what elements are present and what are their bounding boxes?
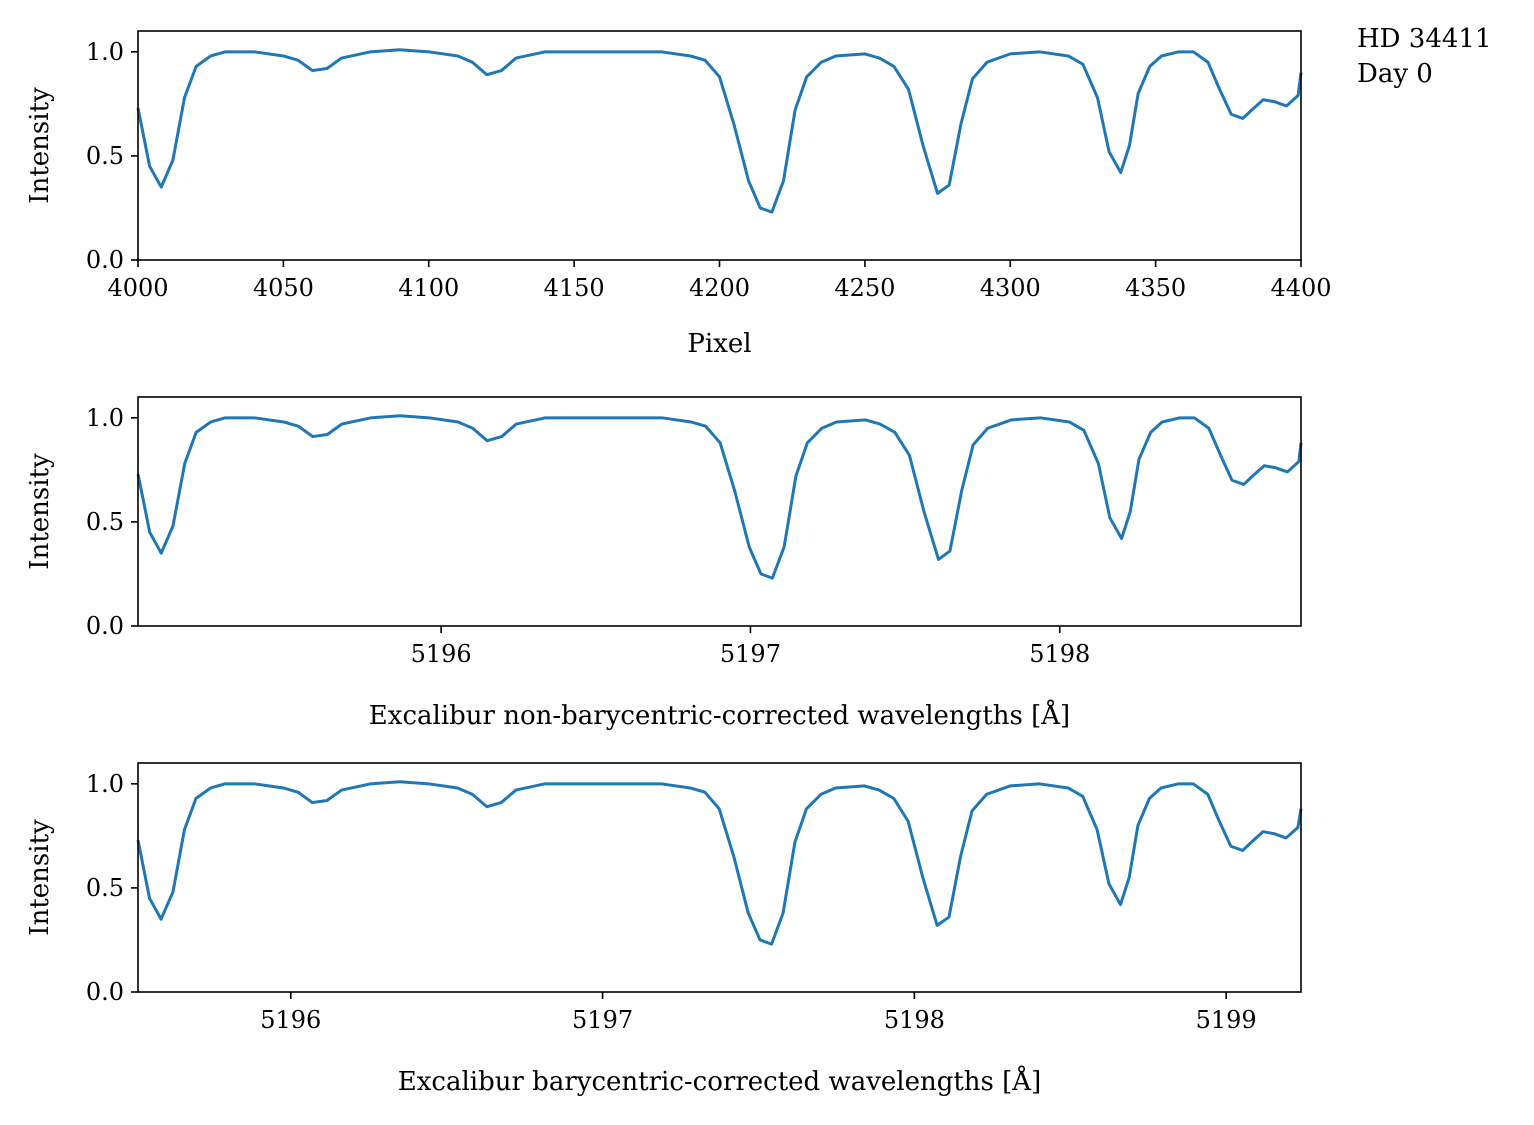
panel-1: 4000 4050 4100 4150 4200 4250 4300 4350 4400 0.0 0… bbox=[25, 30, 1332, 359]
y-tick-label: 0.5 bbox=[86, 142, 124, 170]
x-tick-label: 5197 bbox=[720, 640, 781, 668]
spectrum-line-1 bbox=[136, 48, 1303, 214]
y-tick-label: 0.0 bbox=[86, 246, 124, 274]
x-tick-label: 4400 bbox=[1270, 274, 1331, 302]
x-tick-label: 4200 bbox=[689, 274, 750, 302]
spectrum-line-2 bbox=[136, 414, 1303, 580]
y-tick-label: 0.0 bbox=[86, 612, 124, 640]
x-tick-label: 5197 bbox=[572, 1006, 633, 1034]
x-tick-label: 4100 bbox=[398, 274, 459, 302]
y-axis-label: Intensity bbox=[25, 453, 55, 570]
x-tick-label: 5196 bbox=[260, 1006, 321, 1034]
x-tick-label: 4000 bbox=[107, 274, 168, 302]
y-tick-label: 0.5 bbox=[86, 508, 124, 536]
x-tick-label: 4050 bbox=[253, 274, 314, 302]
axes-frame bbox=[137, 396, 1302, 627]
y-tick-label: 0.0 bbox=[86, 978, 124, 1006]
x-axis-label: Excalibur non-barycentric-corrected wave… bbox=[369, 699, 1070, 731]
x-tick-label: 4350 bbox=[1125, 274, 1186, 302]
panel-2: 5196 5197 5198 0.0 0.5 1.0 Excalibur non-baryc… bbox=[25, 396, 1303, 731]
axes-frame bbox=[137, 762, 1302, 993]
panel-3: 5196 5197 5198 5199 0.0 0.5 1.0 Excalibur baryc… bbox=[25, 762, 1303, 1097]
annotation-day: Day 0 bbox=[1357, 59, 1433, 89]
y-axis-label: Intensity bbox=[25, 87, 55, 204]
y-axis-label: Intensity bbox=[25, 819, 55, 936]
panels-group: 4000 4050 4100 4150 4200 4250 4300 4350 4400 0.0 0… bbox=[25, 30, 1332, 1097]
y-tick-label: 0.5 bbox=[86, 874, 124, 902]
x-tick-label: 4150 bbox=[544, 274, 605, 302]
x-tick-label: 5196 bbox=[411, 640, 472, 668]
y-tick-label: 1.0 bbox=[86, 404, 124, 432]
x-axis-label: Pixel bbox=[687, 329, 751, 359]
x-tick-label: 5198 bbox=[1029, 640, 1090, 668]
x-tick-label: 4300 bbox=[980, 274, 1041, 302]
x-tick-label: 5199 bbox=[1196, 1006, 1257, 1034]
x-axis-label: Excalibur barycentric-corrected waveleng… bbox=[398, 1065, 1041, 1097]
y-tick-label: 1.0 bbox=[86, 770, 124, 798]
spectrum-line-3 bbox=[136, 780, 1303, 946]
y-tick-label: 1.0 bbox=[86, 38, 124, 66]
annotation-star-name: HD 34411 bbox=[1357, 24, 1492, 54]
x-tick-label: 5198 bbox=[884, 1006, 945, 1034]
x-tick-label: 4250 bbox=[834, 274, 895, 302]
